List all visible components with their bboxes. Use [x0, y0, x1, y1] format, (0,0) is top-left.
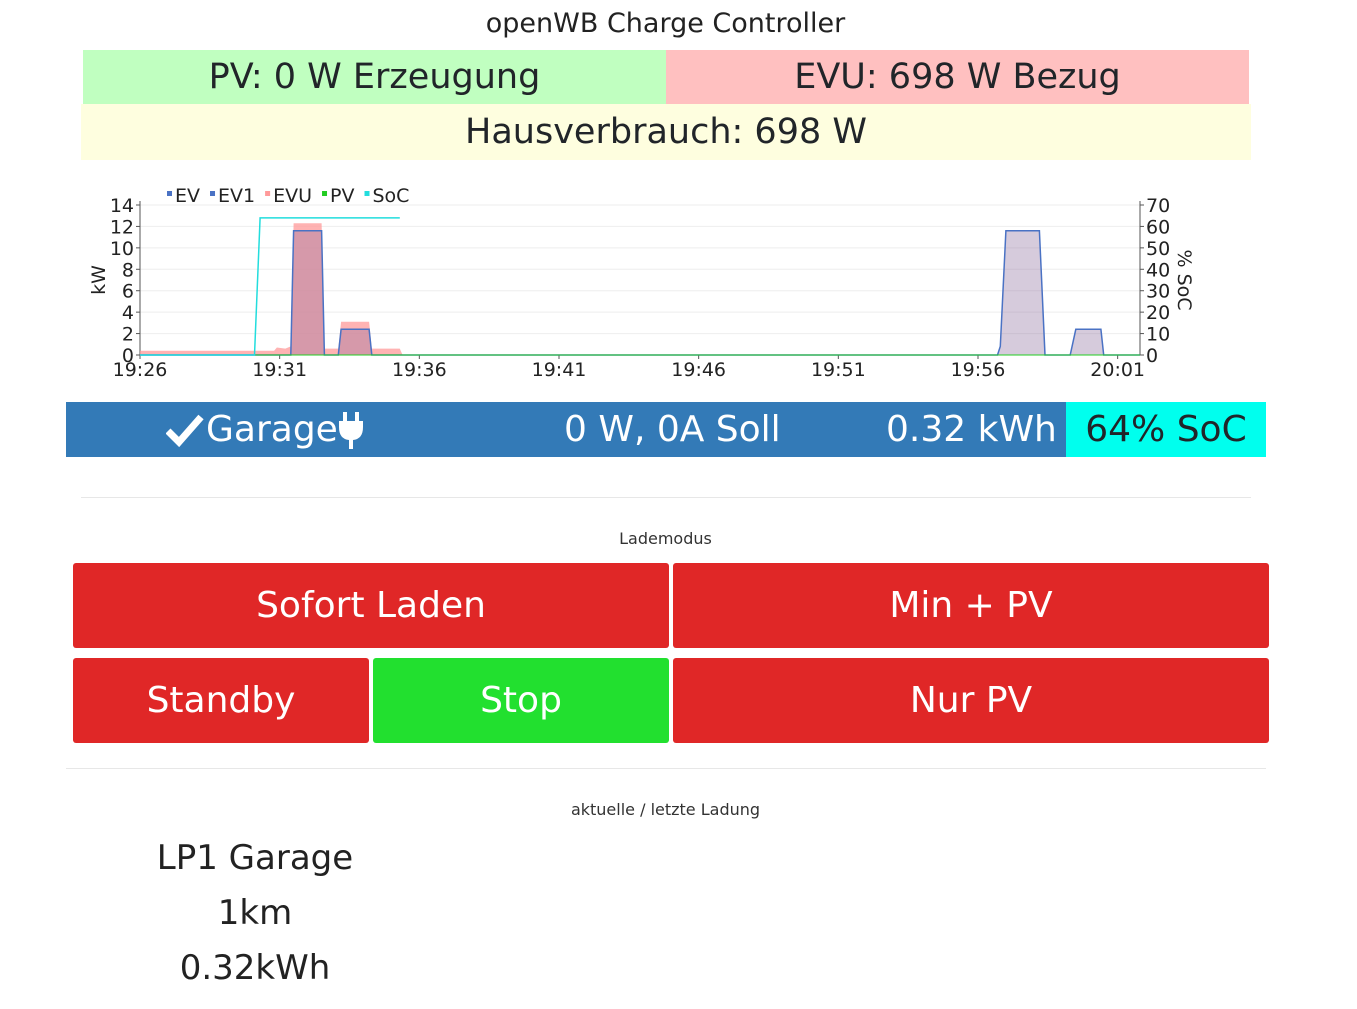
- x-tick-label: 20:01: [1090, 359, 1145, 381]
- y2-tick-label: 10: [1146, 324, 1170, 346]
- legend-swatch: [210, 191, 216, 196]
- sofort-laden-button[interactable]: Sofort Laden: [73, 563, 669, 648]
- y2-tick-label: 20: [1146, 302, 1170, 324]
- last-charge-kwh: 0.32kWh: [179, 948, 331, 988]
- y2-tick-label: 70: [1146, 195, 1170, 217]
- y-tick-label: 6: [122, 281, 134, 303]
- legend-swatch: [322, 191, 328, 196]
- x-tick-label: 19:46: [671, 359, 726, 381]
- legend-swatch: [265, 191, 271, 196]
- ev-series-line: [140, 229, 1140, 356]
- legend-label: EVU: [273, 185, 312, 207]
- evu-series-area: [140, 223, 1140, 355]
- loadpoint-name: Garage: [206, 409, 338, 450]
- y2-tick-label: 30: [1146, 281, 1170, 303]
- plug-icon: [336, 402, 366, 457]
- loadpoint-power: 0 W, 0A Soll: [564, 409, 781, 450]
- loadpoint-bar[interactable]: Garage 0 W, 0A Soll 0.32 kWh 64% SoC: [66, 402, 1266, 457]
- last-charge-label: aktuelle / letzte Ladung: [570, 800, 761, 819]
- x-tick-label: 19:26: [113, 359, 168, 381]
- y-tick-label: 12: [110, 216, 134, 238]
- lademodus-label: Lademodus: [619, 529, 712, 548]
- legend-label: PV: [330, 185, 354, 207]
- y2-tick-label: 60: [1146, 216, 1170, 238]
- house-consumption-box: Hausverbrauch: 698 W: [81, 104, 1251, 160]
- y2-tick-label: 0: [1146, 345, 1158, 367]
- min-pv-button[interactable]: Min + PV: [673, 563, 1269, 648]
- legend-swatch: [364, 191, 370, 196]
- ev-series-area: [140, 230, 1140, 355]
- y2-axis-label: % SoC: [1173, 249, 1195, 310]
- pv-production-box: PV: 0 W Erzeugung: [83, 50, 666, 104]
- check-icon: [165, 402, 204, 457]
- legend-label: EV1: [218, 185, 255, 207]
- stop-button[interactable]: Stop: [373, 658, 669, 743]
- evu-grid-box: EVU: 698 W Bezug: [666, 50, 1249, 104]
- last-charge-km: 1km: [217, 893, 293, 933]
- x-tick-label: 19:56: [951, 359, 1006, 381]
- y-tick-label: 8: [122, 259, 134, 281]
- loadpoint-soc: 64% SoC: [1066, 402, 1266, 457]
- x-tick-label: 19:31: [252, 359, 307, 381]
- legend-label: SoC: [373, 185, 410, 207]
- y-tick-label: 4: [122, 302, 134, 324]
- x-tick-label: 19:51: [811, 359, 866, 381]
- y-tick-label: 10: [110, 238, 134, 260]
- loadpoint-energy: 0.32 kWh: [886, 409, 1057, 450]
- y-tick-label: 14: [110, 195, 134, 217]
- legend-swatch: [167, 191, 172, 196]
- y2-tick-label: 50: [1146, 238, 1170, 260]
- x-tick-label: 19:36: [392, 359, 447, 381]
- legend-label: EV: [175, 185, 200, 207]
- y-tick-label: 0: [122, 345, 134, 367]
- x-tick-label: 19:41: [532, 359, 587, 381]
- divider: [66, 768, 1266, 769]
- last-charge-name: LP1 Garage: [156, 838, 354, 878]
- soc-series-line: [140, 217, 400, 356]
- power-chart: 0 2 4 6 8 10 12 14 0 10 20 30 40 50 60 70 19:26 19:31 19:3…: [80, 178, 1260, 393]
- nur-pv-button[interactable]: Nur PV: [673, 658, 1269, 743]
- y-axis-label: kW: [88, 265, 110, 295]
- standby-button[interactable]: Standby: [73, 658, 369, 743]
- divider: [81, 497, 1251, 498]
- y-tick-label: 2: [122, 324, 134, 346]
- y2-tick-label: 40: [1146, 259, 1170, 281]
- page-title: openWB Charge Controller: [485, 8, 846, 39]
